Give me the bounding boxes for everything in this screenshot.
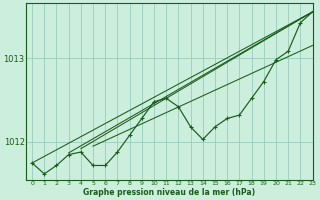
X-axis label: Graphe pression niveau de la mer (hPa): Graphe pression niveau de la mer (hPa) <box>83 188 255 197</box>
